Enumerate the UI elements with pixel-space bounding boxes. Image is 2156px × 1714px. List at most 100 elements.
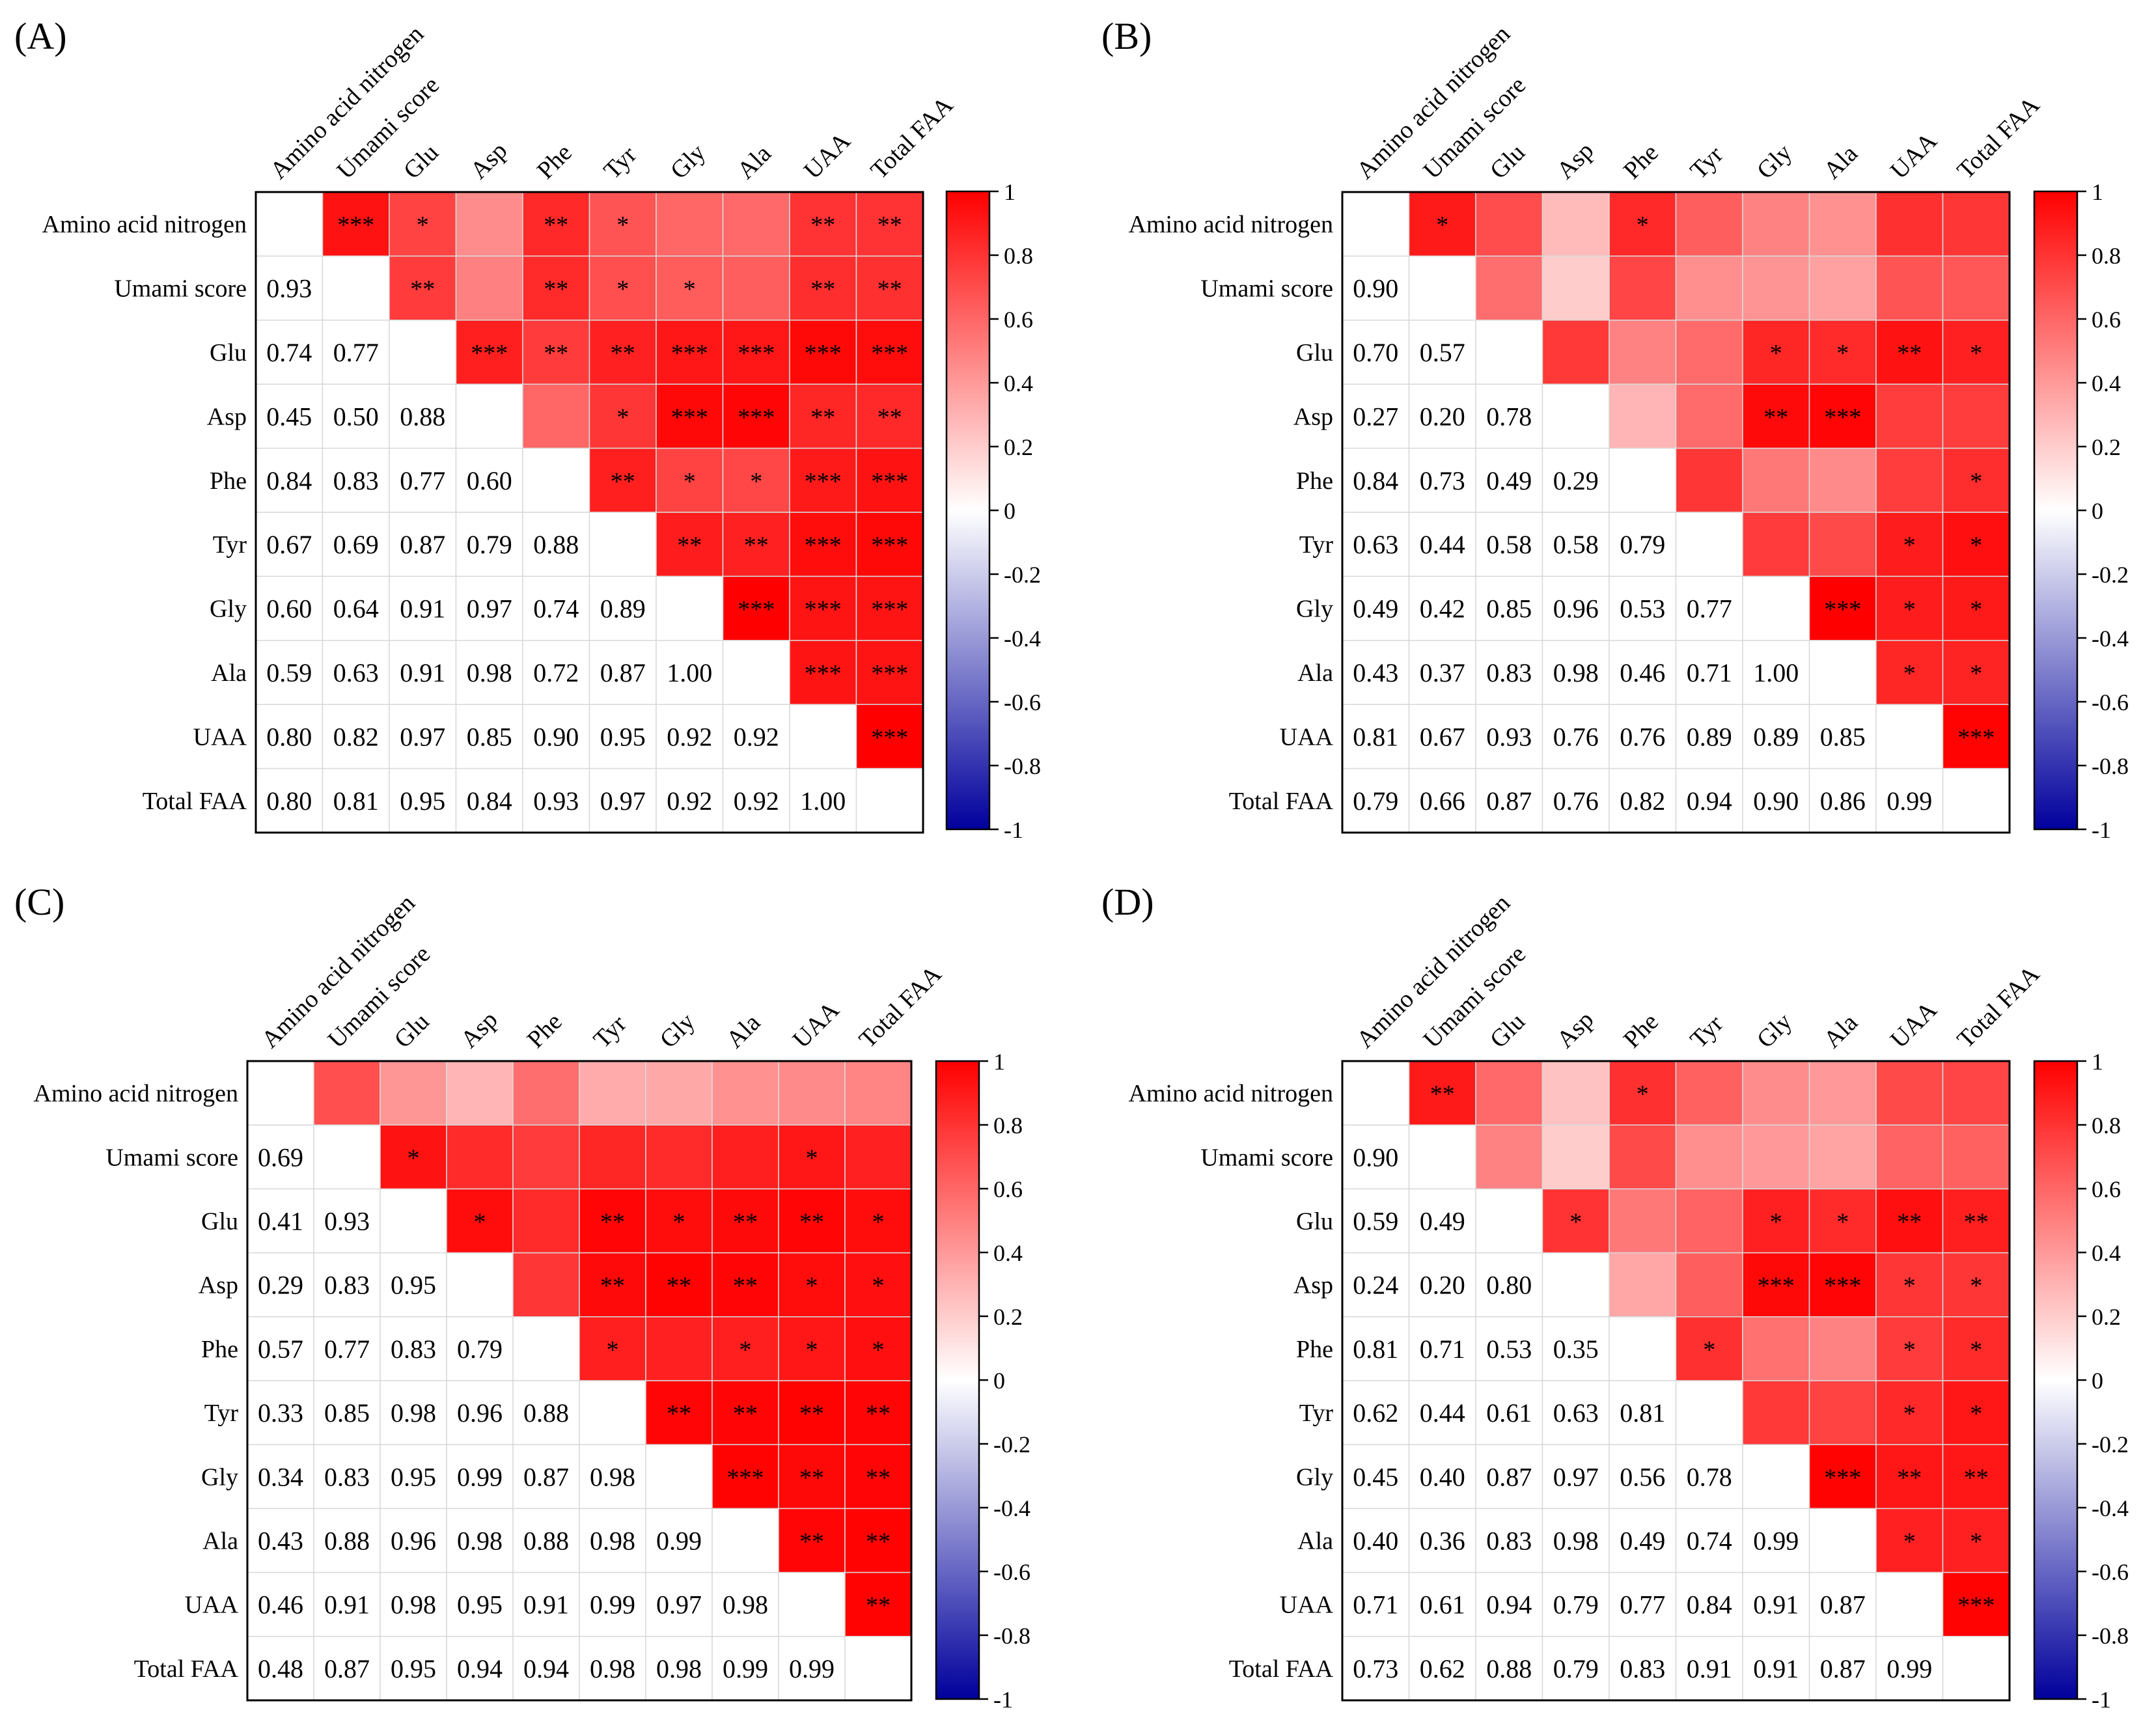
correlation-value: 0.79 <box>1553 1654 1599 1683</box>
significance-mark: ** <box>799 1464 824 1491</box>
significance-mark: * <box>1770 1209 1782 1236</box>
heatmap-cell <box>1742 1380 1810 1445</box>
heatmap-cell <box>645 1380 713 1445</box>
diagonal-cell <box>522 447 590 513</box>
value-cell <box>1742 1508 1810 1573</box>
significance-mark: ** <box>1897 1464 1922 1491</box>
value-cell <box>1675 1636 1743 1701</box>
column-label-uaa: UAA <box>1885 127 1942 184</box>
value-cell <box>1408 383 1476 449</box>
colorbar <box>945 190 991 831</box>
heatmap-cell <box>1609 1188 1677 1254</box>
significance-mark: ** <box>744 532 769 559</box>
correlation-value: 0.98 <box>467 658 512 687</box>
value-cell <box>247 1380 314 1445</box>
correlation-value: 0.77 <box>333 338 379 367</box>
heatmap-cell <box>313 1060 381 1126</box>
column-label-ala: Ala <box>721 1009 766 1054</box>
column-label-ala: Ala <box>1818 1009 1863 1054</box>
panel-label: (B) <box>1101 15 1152 57</box>
row-label-phe: Phe <box>210 467 247 495</box>
value-cell <box>389 704 457 769</box>
heatmap-cell <box>1875 255 1944 321</box>
value-cell <box>1609 1508 1677 1573</box>
heatmap-cell <box>1942 1571 2010 1637</box>
significance-mark: * <box>1970 596 1982 624</box>
value-cell <box>1408 1571 1476 1637</box>
heatmap-cell <box>712 1380 779 1445</box>
correlation-value: 0.53 <box>1486 1334 1532 1364</box>
value-cell <box>380 1316 447 1381</box>
heatmap-cell <box>1675 383 1743 449</box>
value-cell <box>322 575 390 641</box>
row-label-ala: Ala <box>202 1528 238 1555</box>
heatmap-cell <box>1942 191 2010 257</box>
significance-mark: *** <box>1957 1592 1995 1620</box>
value-cell <box>712 1571 779 1637</box>
diagonal-cell <box>778 1571 846 1637</box>
colorbar-tick-label: -0.2 <box>1004 562 1041 588</box>
correlation-value: 0.97 <box>600 786 646 816</box>
correlation-value: 0.69 <box>333 530 379 559</box>
colorbar-tick-label: -0.6 <box>2092 689 2129 715</box>
heatmap-cell <box>446 1124 514 1190</box>
significance-mark: * <box>806 1336 818 1364</box>
value-cell <box>255 447 324 513</box>
correlation-value: 0.87 <box>600 658 646 687</box>
value-cell <box>1475 1252 1543 1318</box>
heatmap-cell <box>789 320 857 385</box>
correlation-value: 0.90 <box>533 722 579 751</box>
row-label-gly: Gly <box>201 1463 238 1491</box>
value-cell <box>1675 640 1743 705</box>
heatmap-cell <box>1808 1252 1877 1318</box>
significance-mark: *** <box>1758 1273 1795 1300</box>
diagonal-cell <box>455 383 523 449</box>
value-cell <box>1342 1444 1410 1510</box>
significance-mark: *** <box>805 468 842 495</box>
heatmap-cell <box>645 1124 713 1190</box>
correlation-value: 0.66 <box>1420 786 1465 816</box>
correlation-panel-3: (C)0.69 * *0.41 0.93 * ** * ** ** *0.29 0.83 0.95 **… <box>14 881 1030 1713</box>
significance-mark: * <box>1970 1400 1982 1428</box>
value-cell <box>1609 512 1677 577</box>
heatmap-cell <box>844 1252 912 1318</box>
correlation-value: 0.27 <box>1353 402 1398 431</box>
value-cell <box>255 767 324 833</box>
value-cell <box>789 767 857 833</box>
heatmap-cell <box>446 1060 514 1126</box>
correlation-value: 0.90 <box>1353 1142 1398 1172</box>
diagonal-cell <box>1942 1636 2010 1701</box>
row-label-gly: Gly <box>1296 596 1333 623</box>
value-cell <box>255 383 324 449</box>
row-label-ala: Ala <box>211 659 247 687</box>
correlation-value: 0.85 <box>1820 722 1866 751</box>
heatmap-cell <box>1541 1124 1610 1190</box>
significance-mark: *** <box>805 532 842 559</box>
row-label-uaa: UAA <box>193 723 247 751</box>
correlation-value: 0.49 <box>1620 1527 1665 1556</box>
significance-mark: ** <box>799 1209 824 1236</box>
heatmap-cell <box>656 191 724 257</box>
value-cell <box>1342 383 1410 449</box>
heatmap-cell <box>656 383 724 449</box>
correlation-value: 0.45 <box>1353 1462 1398 1491</box>
heatmap-cell <box>844 1380 912 1445</box>
correlation-value: 0.56 <box>1620 1462 1665 1491</box>
colorbar-tick-label: 0 <box>2092 498 2103 524</box>
heatmap-cell <box>1875 640 1944 705</box>
diagonal-cell <box>712 1508 779 1573</box>
correlation-value: 0.82 <box>333 722 379 751</box>
value-cell <box>1408 1380 1476 1445</box>
significance-mark: * <box>616 404 629 431</box>
heatmap-cell <box>1675 447 1743 513</box>
column-label-ala: Ala <box>1818 140 1863 185</box>
correlation-value: 0.29 <box>1553 466 1599 495</box>
heatmap-cell <box>1942 447 2010 513</box>
correlation-value: 0.91 <box>523 1590 569 1620</box>
heatmap-cell <box>1942 704 2010 769</box>
correlation-value: 0.88 <box>400 402 445 431</box>
correlation-value: 0.94 <box>457 1654 503 1683</box>
significance-mark: * <box>1903 1336 1916 1364</box>
colorbar-tick-label: -0.4 <box>2092 626 2129 652</box>
heatmap-cell <box>1675 320 1743 385</box>
